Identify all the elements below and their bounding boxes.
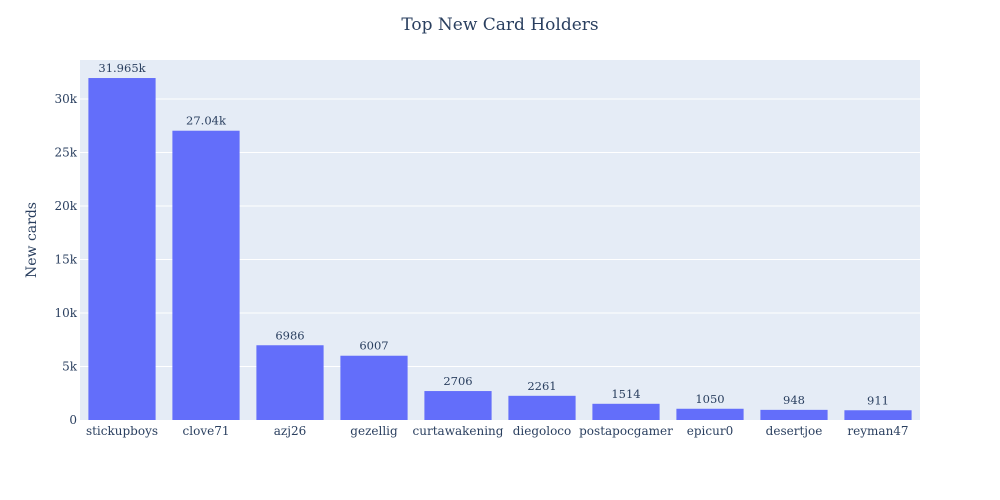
x-tick-label-diegoloco: diegoloco <box>513 424 572 438</box>
bar-desertjoe <box>760 409 828 420</box>
data-label-epicur0: 1050 <box>695 392 724 406</box>
x-tick-label-gezellig: gezellig <box>350 424 398 438</box>
bar-reyman47 <box>844 410 912 420</box>
bar-epicur0 <box>676 408 744 420</box>
data-label-clove71: 27.04k <box>186 114 227 128</box>
bar-stickupboys <box>88 78 156 421</box>
y-tick-label: 30k <box>54 92 77 106</box>
data-label-desertjoe: 948 <box>783 393 805 407</box>
y-tick-label: 0 <box>69 413 77 427</box>
data-label-azj26: 6986 <box>275 328 304 342</box>
data-label-curtawakening: 2706 <box>443 374 472 388</box>
data-label-gezellig: 6007 <box>359 339 388 353</box>
x-tick-label-reyman47: reyman47 <box>847 424 908 438</box>
x-tick-label-clove71: clove71 <box>183 424 230 438</box>
x-axis-ticks: stickupboys clove71 azj26 gezellig curtawake… <box>86 424 909 438</box>
chart-title: Top New Card Holders <box>401 15 598 35</box>
data-label-stickupboys: 31.965k <box>98 61 146 75</box>
x-tick-label-postapocgamer: postapocgamer <box>579 424 673 438</box>
y-tick-label: 10k <box>54 306 77 320</box>
bar-diegoloco <box>508 395 576 420</box>
bar-gezellig <box>340 355 408 420</box>
x-tick-label-stickupboys: stickupboys <box>86 424 158 438</box>
data-label-postapocgamer: 1514 <box>611 387 640 401</box>
x-tick-label-curtawakening: curtawakening <box>413 424 504 438</box>
data-label-diegoloco: 2261 <box>527 379 556 393</box>
bar-azj26 <box>256 345 324 420</box>
x-tick-label-desertjoe: desertjoe <box>766 424 823 438</box>
y-tick-label: 25k <box>54 146 77 160</box>
bar-clove71 <box>172 130 240 421</box>
y-tick-label: 20k <box>54 199 77 213</box>
bars <box>88 78 912 421</box>
x-tick-label-azj26: azj26 <box>274 424 306 438</box>
data-label-reyman47: 911 <box>867 393 889 407</box>
data-labels: 31.965k 27.04k 6986 6007 2706 2261 1514 1050 948… <box>98 61 889 407</box>
y-axis-title: New cards <box>24 202 40 278</box>
bar-postapocgamer <box>592 403 660 420</box>
x-tick-label-epicur0: epicur0 <box>687 424 733 438</box>
bar-curtawakening <box>424 391 492 420</box>
y-axis-ticks: 0 5k 10k 15k 20k 25k 30k <box>54 92 77 427</box>
y-tick-label: 5k <box>62 360 78 374</box>
y-tick-label: 15k <box>54 253 77 267</box>
